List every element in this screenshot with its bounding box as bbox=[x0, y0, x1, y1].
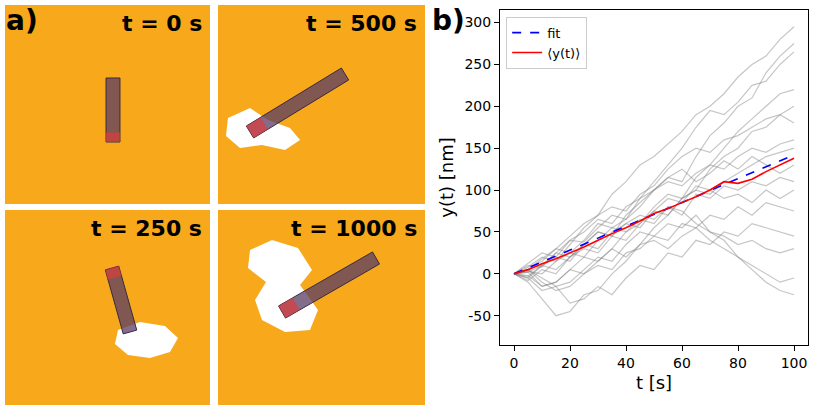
svg-text:t = 1000 s: t = 1000 s bbox=[291, 216, 417, 241]
svg-text:20: 20 bbox=[561, 355, 579, 371]
svg-text:⟨y(t)⟩: ⟨y(t)⟩ bbox=[547, 46, 580, 61]
svg-text:200: 200 bbox=[464, 98, 491, 114]
svg-text:100: 100 bbox=[464, 182, 491, 198]
svg-text:a): a) bbox=[6, 4, 38, 37]
svg-text:t = 0 s: t = 0 s bbox=[122, 11, 202, 36]
svg-text:b): b) bbox=[432, 4, 465, 37]
svg-text:300: 300 bbox=[464, 14, 491, 30]
svg-text:100: 100 bbox=[781, 355, 808, 371]
svg-text:t = 500 s: t = 500 s bbox=[306, 11, 417, 36]
svg-text:0: 0 bbox=[510, 355, 519, 371]
svg-text:t = 250 s: t = 250 s bbox=[91, 216, 202, 241]
svg-text:fit: fit bbox=[547, 26, 560, 41]
svg-text:t [s]: t [s] bbox=[636, 372, 672, 393]
svg-text:-50: -50 bbox=[468, 308, 491, 324]
svg-text:150: 150 bbox=[464, 140, 491, 156]
svg-text:50: 50 bbox=[473, 224, 491, 240]
svg-text:40: 40 bbox=[617, 355, 635, 371]
svg-text:250: 250 bbox=[464, 56, 491, 72]
svg-text:0: 0 bbox=[482, 266, 491, 282]
svg-text:60: 60 bbox=[673, 355, 691, 371]
svg-text:80: 80 bbox=[729, 355, 747, 371]
svg-text:y(t) [nm]: y(t) [nm] bbox=[436, 137, 457, 217]
